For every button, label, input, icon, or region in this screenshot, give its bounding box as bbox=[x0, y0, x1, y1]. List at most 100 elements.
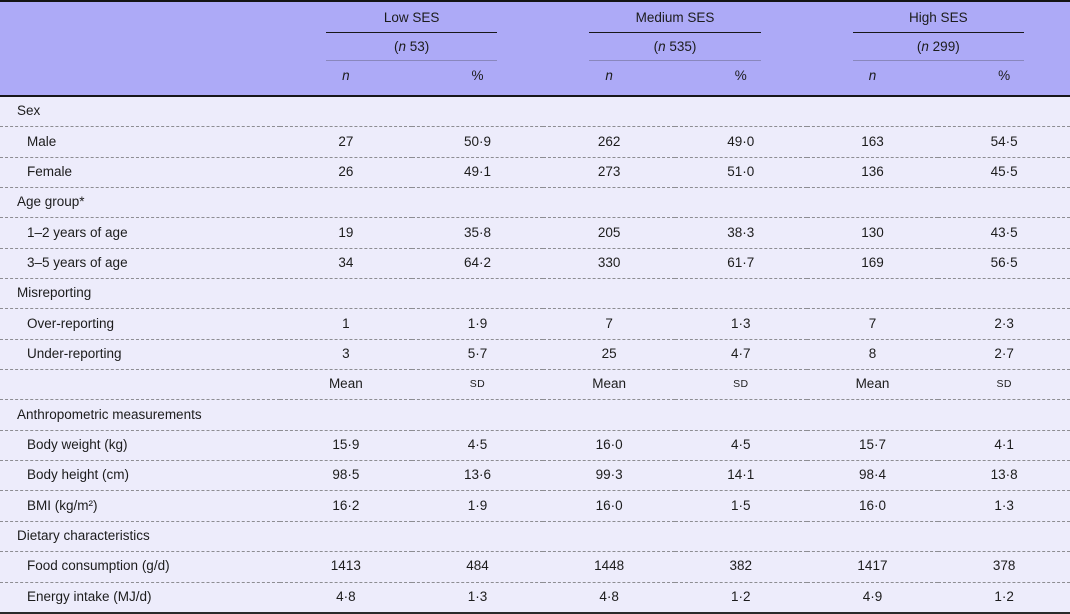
cell-value: 7 bbox=[868, 315, 877, 331]
table-body: Sex Male 27 50·9 262 49·0 163 54·5 Female 26 49·1 2… bbox=[0, 96, 1070, 613]
cell-value: 136 bbox=[861, 163, 884, 179]
data-row: BMI (kg/m²) 16·2 1·9 16·0 1·5 16·0 1·3 bbox=[0, 491, 1070, 522]
stat-col-header: SD bbox=[996, 377, 1012, 390]
data-row: Over-reporting 1 1·9 7 1·3 7 2·3 bbox=[0, 309, 1070, 340]
count-value: 299) bbox=[928, 38, 960, 54]
col-header-pct: % bbox=[674, 64, 807, 97]
section-label: Anthropometric measurements bbox=[17, 406, 202, 422]
cell-value: 16·2 bbox=[332, 497, 360, 513]
group-count-high-ses: (n 299) bbox=[852, 37, 1024, 62]
paren: ( bbox=[653, 38, 659, 54]
cell-value: 50·9 bbox=[463, 133, 491, 149]
group-label-low-ses: Low SES bbox=[326, 3, 498, 34]
cell-value: 130 bbox=[861, 224, 884, 240]
data-row: Body height (cm) 98·5 13·6 99·3 14·1 98·4 13·8 bbox=[0, 461, 1070, 491]
section-label: Age group* bbox=[17, 194, 85, 210]
cell-value: 7 bbox=[605, 315, 613, 331]
group-label-high-ses: High SES bbox=[852, 3, 1024, 34]
group-count-medium-ses: (n 535) bbox=[589, 37, 761, 62]
paren: ( bbox=[394, 38, 399, 54]
data-row: Male 27 50·9 262 49·0 163 54·5 bbox=[0, 127, 1070, 158]
cell-value: 1·3 bbox=[467, 588, 488, 604]
col-header-n: n bbox=[806, 64, 939, 97]
cell-value: 15·7 bbox=[858, 437, 886, 453]
cell-value: 98·5 bbox=[332, 467, 360, 483]
col-header-pct: % bbox=[938, 64, 1070, 97]
cell-value: 1448 bbox=[594, 558, 625, 574]
cell-value: 2·3 bbox=[994, 315, 1014, 331]
cell-value: 49·1 bbox=[463, 163, 491, 179]
row-label: BMI (kg/m²) bbox=[27, 497, 98, 513]
cell-value: 4·8 bbox=[336, 588, 356, 604]
cell-value: 61·7 bbox=[727, 254, 755, 270]
cell-value: 43·5 bbox=[990, 224, 1018, 240]
cell-value: 1·9 bbox=[467, 497, 488, 513]
count-cell-medium-ses: (n 535) bbox=[543, 34, 806, 64]
row-label: Under-reporting bbox=[27, 346, 122, 361]
data-row: 3–5 years of age 34 64·2 330 61·7 169 56·5 bbox=[0, 248, 1070, 279]
cell-value: 378 bbox=[992, 558, 1016, 574]
cell-value: 163 bbox=[861, 133, 884, 149]
row-label: Energy intake (MJ/d) bbox=[27, 588, 152, 604]
n-symbol: n bbox=[398, 38, 407, 54]
row-label: Body weight (kg) bbox=[27, 437, 128, 453]
col-header-row: n % n % n % bbox=[0, 64, 1070, 97]
group-label-medium-ses: Medium SES bbox=[589, 3, 761, 34]
cell-value: 1·2 bbox=[994, 588, 1014, 604]
cell-value: 99·3 bbox=[595, 467, 623, 483]
section-row: Anthropometric measurements bbox=[0, 400, 1070, 431]
section-label: Sex bbox=[17, 103, 41, 119]
group-cell-medium-ses: Medium SES bbox=[543, 1, 806, 34]
cell-value: 1·9 bbox=[467, 315, 488, 331]
cell-value: 262 bbox=[597, 133, 621, 149]
header-spacer bbox=[0, 64, 280, 97]
cell-value: 382 bbox=[729, 558, 753, 574]
col-header-pct: % bbox=[411, 64, 544, 97]
cell-value: 35·8 bbox=[463, 224, 491, 240]
cell-value: 45·5 bbox=[990, 163, 1018, 179]
cell-value: 1413 bbox=[330, 558, 361, 574]
cell-value: 8 bbox=[868, 346, 877, 361]
stat-col-header: Mean bbox=[328, 376, 363, 392]
cell-value: 13·6 bbox=[463, 467, 491, 483]
row-label: Female bbox=[27, 163, 73, 179]
cell-value: 26 bbox=[338, 163, 354, 179]
paren: ( bbox=[916, 38, 922, 54]
data-row: Food consumption (g/d) 1413 484 1448 382 1417… bbox=[0, 552, 1070, 582]
row-label: Body height (cm) bbox=[27, 467, 130, 483]
cell-value: 16·0 bbox=[595, 437, 623, 453]
cell-value: 34 bbox=[338, 254, 354, 270]
count-cell-low-ses: (n 53) bbox=[280, 34, 543, 64]
header-spacer bbox=[0, 34, 280, 64]
stat-col-header: SD bbox=[469, 377, 486, 390]
cell-value: 25 bbox=[601, 346, 617, 361]
cell-value: 2·7 bbox=[994, 346, 1014, 361]
cell-value: 4·5 bbox=[467, 437, 488, 453]
cell-value: 3 bbox=[342, 346, 350, 361]
section-label: Dietary characteristics bbox=[17, 528, 150, 544]
group-count-row: (n 53) (n 535) (n 299) bbox=[0, 34, 1070, 64]
count-value: 53) bbox=[406, 38, 430, 54]
cell-value: 38·3 bbox=[727, 224, 755, 240]
group-count-low-ses: (n 53) bbox=[326, 37, 498, 62]
section-row: Age group* bbox=[0, 188, 1070, 218]
header-spacer bbox=[0, 1, 280, 34]
cell-value: 27 bbox=[338, 133, 354, 149]
stat-col-header: SD bbox=[733, 377, 749, 390]
row-label: 3–5 years of age bbox=[27, 254, 128, 270]
section-row: Sex bbox=[0, 96, 1070, 127]
cell-value: 169 bbox=[861, 254, 884, 270]
count-cell-high-ses: (n 299) bbox=[807, 34, 1070, 64]
cell-value: 54·5 bbox=[990, 133, 1018, 149]
cell-value: 1·5 bbox=[731, 497, 751, 513]
cell-value: 5·7 bbox=[467, 346, 488, 361]
group-header-row: Low SES Medium SES High SES bbox=[0, 1, 1070, 34]
cell-value: 49·0 bbox=[727, 133, 755, 149]
cell-value: 14·1 bbox=[727, 467, 755, 483]
cell-value: 56·5 bbox=[990, 254, 1018, 270]
cell-value: 484 bbox=[466, 558, 489, 574]
cell-value: 15·9 bbox=[332, 437, 360, 453]
cell-value: 19 bbox=[338, 224, 354, 240]
